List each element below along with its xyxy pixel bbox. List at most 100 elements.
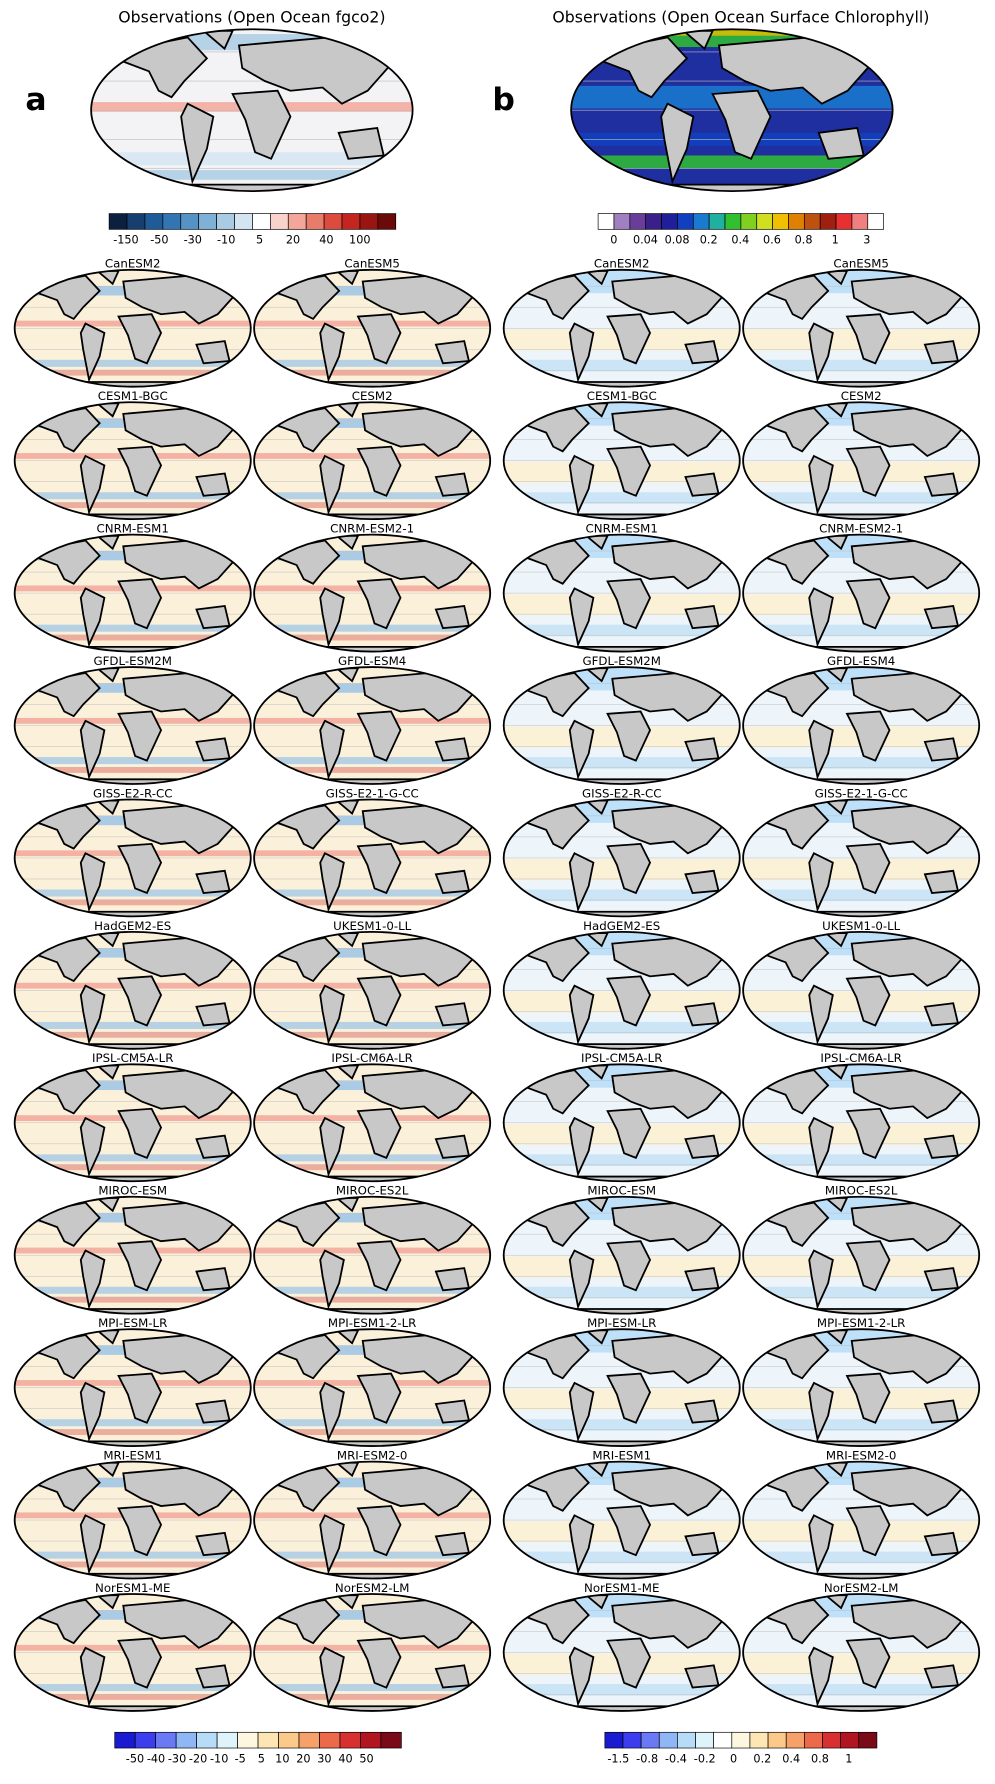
- map-outline: [502, 798, 741, 918]
- model-name: MIROC-ESM: [587, 1184, 656, 1198]
- model-name: CESM2: [841, 389, 882, 403]
- map-outline: [13, 268, 252, 388]
- colorbar-label: 100: [349, 234, 370, 247]
- map-ocean: [743, 1064, 980, 1182]
- colorbar-cell: [629, 213, 647, 230]
- colorbar-cell: [622, 1731, 642, 1749]
- ocean-band: [743, 1154, 980, 1167]
- map-ocean: [743, 1461, 980, 1579]
- colorbar-label: -50: [150, 234, 168, 247]
- colorbar-label: 0: [610, 234, 617, 247]
- ocean-band: [503, 624, 740, 637]
- panel-title: Observations (Open Ocean fgco2): [118, 7, 385, 26]
- ocean-band: [14, 1684, 251, 1692]
- map-ocean: [14, 1594, 251, 1711]
- colorbar-label: -30: [184, 234, 202, 247]
- map: [502, 1593, 741, 1712]
- map-ocean: [91, 29, 413, 192]
- map-outline: [502, 1195, 741, 1315]
- colorbar-label: 30: [317, 1752, 331, 1765]
- map-outline: [502, 1460, 741, 1580]
- colorbar-label: 40: [338, 1752, 352, 1765]
- colorbar-label: 0.4: [731, 234, 749, 247]
- ocean-band: [254, 767, 491, 773]
- colorbar-cell: [604, 1731, 624, 1749]
- colorbar-cell: [305, 213, 325, 230]
- model-name: CNRM-ESM2-1: [330, 522, 414, 536]
- map-outline: [742, 401, 981, 521]
- colorbar-label: -20: [189, 1752, 207, 1765]
- map-ocean: [14, 402, 251, 520]
- ocean-band: [14, 767, 251, 773]
- model-name: MRI-ESM2-0: [337, 1448, 408, 1462]
- ocean-band: [503, 492, 740, 504]
- map: [13, 1195, 252, 1315]
- ocean-band: [14, 634, 251, 641]
- colorbar-cell: [867, 213, 884, 230]
- map-outline: [502, 1328, 741, 1447]
- map-ocean: [743, 1594, 980, 1711]
- colorbar-label: -150: [113, 234, 138, 247]
- colorbar-label: -0.4: [665, 1752, 687, 1765]
- colorbar-cell: [658, 1731, 678, 1749]
- ocean-band: [743, 1021, 980, 1034]
- model-name: CanESM5: [344, 257, 400, 271]
- map-ocean: [503, 1594, 740, 1711]
- colorbar-cell: [114, 1731, 136, 1749]
- ocean-band: [503, 359, 740, 372]
- colorbar-cell: [287, 213, 307, 230]
- ocean-band: [254, 1429, 491, 1435]
- map: [502, 931, 741, 1050]
- map-outline: [742, 1593, 981, 1712]
- colorbar-cell: [319, 1731, 341, 1749]
- map: [13, 401, 252, 521]
- colorbar-cell: [772, 213, 789, 230]
- map: [742, 666, 981, 785]
- colorbar-label: 50: [359, 1752, 373, 1765]
- map-outline: [742, 798, 981, 918]
- colorbar-cell: [180, 213, 200, 230]
- map: [253, 1460, 492, 1580]
- ocean-band: [254, 1551, 491, 1559]
- colorbar-cell: [851, 213, 869, 230]
- colorbar-cell: [822, 1731, 841, 1749]
- colorbar-label: 0.08: [665, 234, 690, 247]
- colorbar-cell: [645, 213, 662, 230]
- map-outline: [13, 1328, 252, 1447]
- map-ocean: [743, 799, 980, 917]
- ocean-band: [254, 1286, 491, 1294]
- map-outline: [253, 533, 492, 653]
- colorbar-label: 5: [258, 1752, 265, 1765]
- model-name: UKESM1-0-LL: [822, 919, 901, 933]
- ocean-band: [503, 889, 740, 902]
- model-name: MIROC-ES2L: [336, 1184, 409, 1198]
- map: [253, 1195, 492, 1315]
- colorbar-label: -5: [235, 1752, 246, 1765]
- map-ocean: [14, 1461, 251, 1579]
- map: [13, 931, 252, 1050]
- map: [253, 268, 492, 388]
- map-outline: [13, 666, 252, 785]
- ocean-band: [743, 1286, 980, 1299]
- map-ocean: [743, 1196, 980, 1314]
- ocean-band: [743, 624, 980, 637]
- map-ocean: [254, 269, 491, 387]
- map: [502, 1328, 741, 1447]
- ocean-band: [503, 757, 740, 769]
- colorbar-cell: [788, 213, 805, 230]
- map-ocean: [254, 799, 491, 917]
- colorbar-cell: [298, 1731, 320, 1749]
- map-outline: [742, 1063, 981, 1183]
- map-outline: [502, 931, 741, 1050]
- model-name: CESM1-BGC: [98, 389, 168, 403]
- map-outline: [253, 1063, 492, 1183]
- ocean-band: [14, 492, 251, 500]
- ocean-band: [254, 624, 491, 632]
- map: [742, 533, 981, 653]
- ocean-band: [743, 889, 980, 902]
- ocean-band: [14, 1164, 251, 1171]
- map-ocean: [743, 534, 980, 652]
- colorbar-label: 0.6: [763, 234, 781, 247]
- ocean-band: [743, 1684, 980, 1696]
- map-outline: [13, 1593, 252, 1712]
